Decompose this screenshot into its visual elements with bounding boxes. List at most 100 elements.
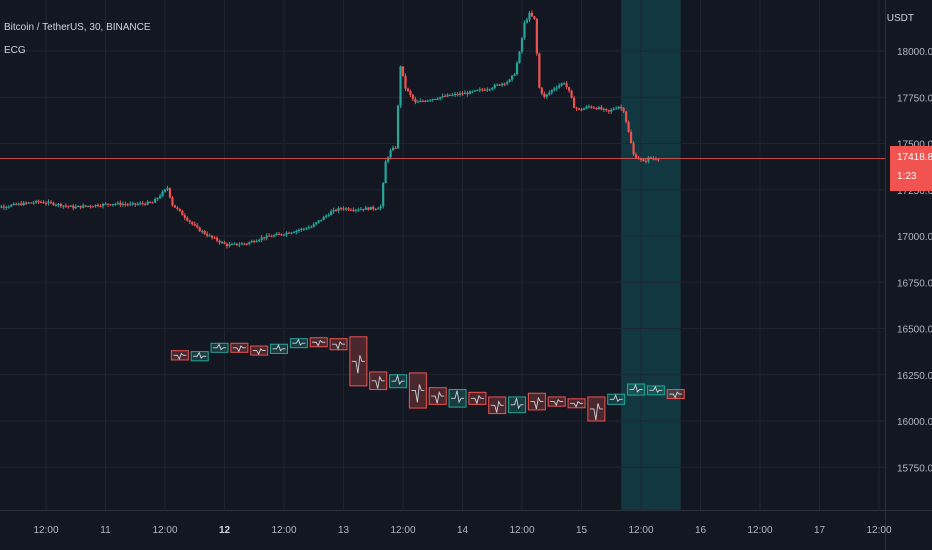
candle-body: [384, 161, 387, 184]
ecg-block: [170, 350, 189, 361]
candle-body: [116, 202, 119, 204]
candle-body: [2, 206, 5, 208]
candle-body: [615, 108, 618, 110]
candle-body: [149, 201, 152, 203]
candle-body: [295, 230, 298, 233]
ecg-block: [587, 396, 606, 422]
candle-body: [627, 121, 630, 132]
ecg-pulse-trace: [193, 351, 207, 359]
ecg-block-box: [567, 398, 586, 409]
candle-body: [466, 92, 469, 95]
ecg-block-box: [408, 372, 427, 409]
candle-body: [389, 150, 392, 158]
candle-body: [436, 98, 439, 100]
candle-body: [461, 93, 464, 95]
candle-body: [629, 131, 633, 144]
candle-body: [488, 89, 491, 91]
ecg-pulse-trace: [470, 394, 484, 405]
ecg-block-box: [508, 396, 527, 414]
candle-body: [228, 244, 231, 247]
candle-body: [339, 208, 343, 210]
candle-body: [17, 203, 20, 205]
candle-body: [260, 237, 263, 240]
candle-body: [535, 18, 538, 54]
candle-body: [163, 189, 167, 192]
ecg-pulse-trace: [292, 338, 306, 346]
candle-body: [639, 158, 643, 160]
candle-body: [20, 203, 23, 206]
candle-body: [277, 233, 281, 235]
candle-body: [99, 206, 102, 208]
candle-body: [109, 204, 112, 206]
ecg-pulse-trace: [629, 383, 643, 393]
price-tick-label: 17750.00: [897, 93, 932, 104]
candle-body: [178, 208, 181, 211]
candle-body: [126, 204, 129, 206]
ecg-block-box: [349, 336, 368, 387]
candle-body: [225, 243, 229, 247]
candle-body: [5, 207, 8, 209]
candle-body: [69, 205, 72, 207]
ecg-pulse-trace: [649, 385, 663, 393]
candle-body: [7, 206, 10, 208]
candle-body: [193, 223, 196, 226]
candle-body: [374, 208, 377, 210]
price-tick-label: 17500.00: [897, 140, 932, 151]
candle-body: [647, 157, 650, 162]
candle-body: [131, 203, 134, 205]
candle-body: [543, 93, 546, 97]
candle-body: [57, 203, 60, 205]
candle-body: [121, 204, 124, 206]
candle-body: [451, 94, 454, 96]
candle-body: [49, 201, 53, 203]
candle-body: [255, 240, 258, 242]
candle-body: [129, 203, 132, 205]
candle-body: [334, 209, 338, 211]
candle-body: [456, 93, 459, 95]
ecg-block: [230, 342, 249, 353]
candle-body: [644, 161, 648, 163]
candle-body: [649, 157, 653, 159]
ecg-block: [250, 345, 269, 356]
ecg-pulse-trace: [272, 344, 286, 352]
time-tick-label: 14: [457, 525, 469, 536]
ecg-block: [389, 374, 408, 389]
price-tick-label: 16000.00: [897, 417, 932, 428]
ecg-block: [448, 389, 467, 408]
candle-body: [317, 220, 320, 223]
candle-body: [330, 211, 333, 216]
candle-body: [587, 106, 591, 108]
candle-body: [12, 203, 15, 205]
ecg-block-box: [607, 393, 626, 405]
ecg-pulse-trace: [232, 345, 246, 353]
ecg-block: [428, 387, 447, 405]
time-tick-label: 15: [576, 525, 588, 536]
candle-body: [285, 232, 288, 235]
candle-body: [570, 90, 573, 98]
price-tick-label: 16750.00: [897, 278, 932, 289]
indicator-label: ECG: [4, 45, 26, 56]
candle-body: [84, 205, 87, 207]
candle-body: [414, 98, 417, 103]
candle-body: [114, 203, 117, 205]
candle-body: [183, 215, 186, 218]
ecg-block-box: [309, 337, 328, 348]
ecg-block-box: [250, 345, 269, 356]
candle-body: [22, 202, 25, 206]
ecg-block: [607, 393, 626, 405]
candle-body: [230, 243, 234, 245]
candle-body: [657, 159, 660, 161]
candle-body: [111, 204, 115, 206]
candle-body: [96, 204, 100, 207]
candle-body: [520, 38, 524, 52]
ecg-block-box: [289, 338, 308, 349]
price-unit-label: USDT: [886, 13, 914, 24]
candle-body: [245, 243, 248, 245]
candle-body: [411, 94, 415, 99]
ecg-block-box: [428, 387, 447, 405]
session-highlight-band: [621, 0, 681, 510]
time-tick-label: 11: [100, 525, 111, 536]
candle-body: [240, 243, 243, 245]
price-tick-label: 17250.00: [897, 186, 932, 197]
